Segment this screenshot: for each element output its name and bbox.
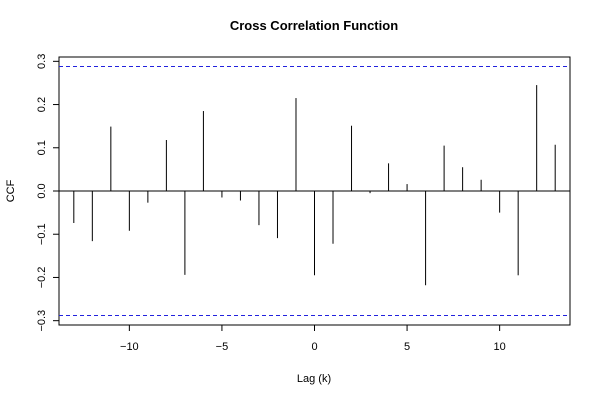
x-tick-label: −10 (120, 341, 139, 353)
confidence-band-lines (59, 66, 570, 316)
y-tick-label: −0.2 (36, 267, 48, 289)
x-tick-label: 10 (494, 341, 506, 353)
x-axis: −10 −5 0 5 10 (120, 325, 506, 353)
y-tick-label: 0.3 (36, 54, 48, 69)
y-tick-label: 0.1 (36, 140, 48, 155)
x-tick-label: −5 (216, 341, 229, 353)
y-tick-label: −0.1 (36, 223, 48, 245)
y-tick-label: −0.3 (36, 310, 48, 332)
y-tick-label: 0.0 (36, 183, 48, 198)
ccf-spikes (73, 85, 556, 286)
chart-title: Cross Correlation Function (230, 18, 398, 33)
x-tick-label: 5 (404, 341, 410, 353)
x-axis-label: Lag (k) (297, 373, 331, 385)
y-axis-label: CCF (5, 179, 17, 202)
y-axis: −0.3 −0.2 −0.1 0.0 0.1 0.2 0.3 (36, 54, 59, 332)
y-tick-label: 0.2 (36, 97, 48, 112)
x-tick-label: 0 (311, 341, 317, 353)
